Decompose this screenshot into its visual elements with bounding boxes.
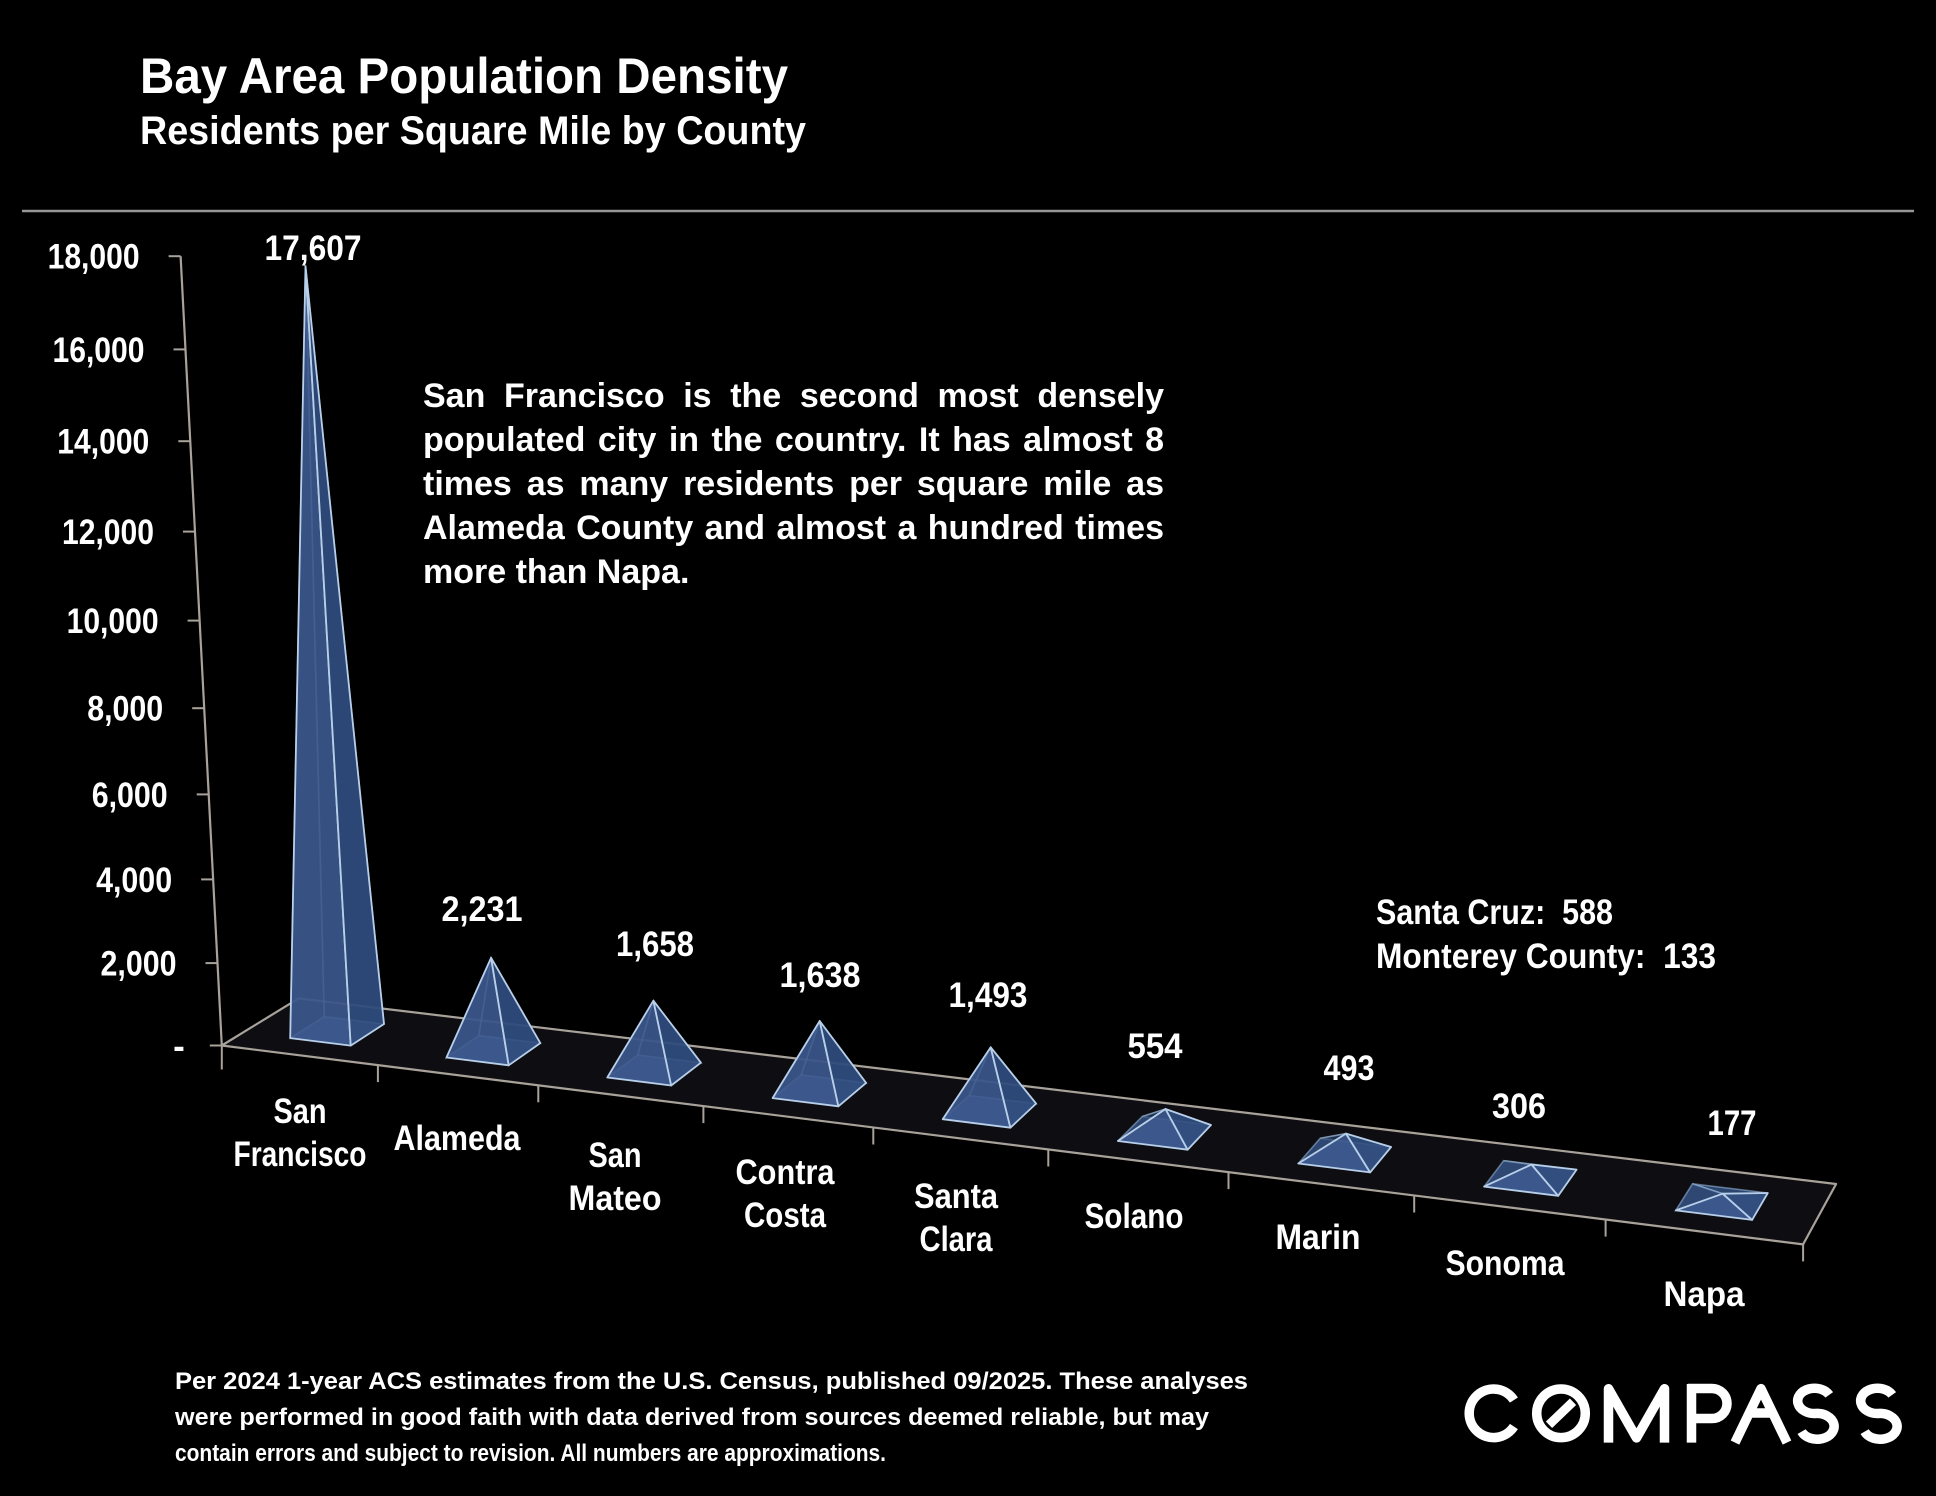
svg-text:Costa: Costa: [744, 1196, 826, 1235]
svg-text:306: 306: [1492, 1087, 1546, 1126]
svg-text:4,000: 4,000: [96, 861, 172, 900]
svg-text:8,000: 8,000: [87, 690, 163, 729]
svg-text:1,493: 1,493: [949, 976, 1028, 1015]
svg-text:Mateo: Mateo: [569, 1179, 662, 1218]
svg-text:6,000: 6,000: [92, 776, 168, 815]
svg-text:Monterey County: 133: Monterey County: 133: [1376, 937, 1716, 976]
svg-text:Alameda: Alameda: [394, 1119, 521, 1158]
svg-text:2,000: 2,000: [101, 945, 177, 984]
svg-text:18,000: 18,000: [48, 238, 140, 277]
svg-text:contain errors and subject to: contain errors and subject to revision. …: [175, 1440, 886, 1467]
svg-text:Sonoma: Sonoma: [1446, 1244, 1565, 1283]
svg-text:Napa: Napa: [1664, 1275, 1745, 1314]
svg-text:Francisco: Francisco: [234, 1135, 367, 1174]
svg-text:Marin: Marin: [1276, 1218, 1361, 1257]
svg-text:10,000: 10,000: [67, 602, 159, 641]
svg-text:12,000: 12,000: [62, 513, 154, 552]
svg-text:were performed in good faith w: were performed in good faith with data d…: [174, 1404, 1210, 1431]
svg-text:17,607: 17,607: [265, 229, 362, 268]
svg-text:177: 177: [1708, 1104, 1757, 1143]
svg-text:San: San: [589, 1136, 642, 1175]
svg-text:1,658: 1,658: [616, 925, 694, 964]
svg-text:Per 2024 1-year ACS estimates: Per 2024 1-year ACS estimates from the U…: [175, 1368, 1248, 1395]
svg-text:Clara: Clara: [920, 1220, 993, 1259]
svg-text:Santa Cruz: 588: Santa Cruz: 588: [1376, 893, 1613, 932]
svg-text:Contra: Contra: [736, 1153, 835, 1192]
svg-text:Santa: Santa: [914, 1177, 998, 1216]
svg-text:Bay Area Population Density: Bay Area Population Density: [140, 48, 788, 104]
svg-text:Solano: Solano: [1085, 1197, 1184, 1236]
svg-text:554: 554: [1128, 1027, 1183, 1066]
svg-text:Residents per Square Mile by C: Residents per Square Mile by County: [140, 109, 807, 153]
svg-text:16,000: 16,000: [53, 331, 145, 370]
svg-text:493: 493: [1324, 1049, 1375, 1088]
svg-text:2,231: 2,231: [442, 890, 523, 929]
svg-text:1,638: 1,638: [780, 956, 861, 995]
svg-text:San: San: [274, 1092, 327, 1131]
svg-text:14,000: 14,000: [57, 423, 149, 462]
svg-text:-: -: [173, 1027, 185, 1066]
